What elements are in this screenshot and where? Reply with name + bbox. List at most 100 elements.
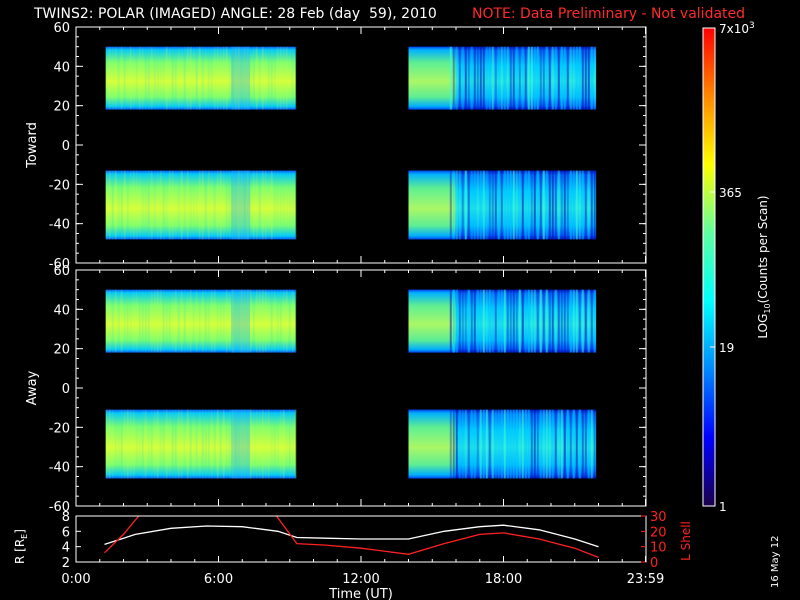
heatmap-stripe — [216, 46, 219, 110]
heatmap-stripe — [165, 289, 168, 353]
heatmap-stripe — [141, 46, 144, 110]
heatmap-stripe — [551, 170, 554, 240]
heatmap-stripe — [219, 289, 222, 353]
heatmap-stripe — [530, 46, 533, 110]
heatmap-stripe — [108, 289, 111, 353]
heatmap-stripe — [527, 289, 530, 353]
heatmap-stripe — [500, 409, 503, 479]
colorbar-top-exponent: 3 — [749, 21, 755, 31]
heatmap-stripe — [503, 46, 506, 110]
heatmap-stripe — [560, 409, 563, 479]
heatmap-stripe — [258, 409, 261, 479]
heatmap-stripe — [240, 170, 243, 240]
heatmap-band — [105, 409, 296, 479]
heatmap-stripe — [575, 289, 578, 353]
orbit-left-label-sub: E — [20, 534, 29, 539]
heatmap-stripe — [237, 170, 240, 240]
heatmap-stripe — [126, 289, 129, 353]
heatmap-stripe — [587, 46, 590, 110]
heatmap-stripe — [563, 170, 566, 240]
heatmap-stripe — [252, 409, 255, 479]
y-tick-label: 0 — [62, 139, 70, 154]
heatmap-stripe — [195, 409, 198, 479]
heatmap-stripe — [150, 409, 153, 479]
heatmap-stripe — [572, 409, 575, 479]
heatmap-stripe — [590, 409, 593, 479]
heatmap-stripe — [542, 289, 545, 353]
heatmap-stripe — [171, 46, 174, 110]
heatmap-stripe — [162, 46, 165, 110]
heatmap-stripe — [126, 46, 129, 110]
heatmap-stripe — [288, 289, 291, 353]
heatmap-stripe — [572, 46, 575, 110]
heatmap-stripe — [231, 289, 234, 353]
heatmap-stripe — [180, 170, 183, 240]
orbit-left-label-end: ] — [13, 529, 27, 534]
heatmap-stripe — [458, 46, 461, 110]
y-tick-label: 60 — [53, 264, 70, 279]
lshell-series-line — [104, 516, 599, 559]
heatmap-stripe — [177, 170, 180, 240]
heatmap-stripe — [153, 409, 156, 479]
heatmap-stripe — [126, 170, 129, 240]
heatmap-stripe — [533, 46, 536, 110]
heatmap-stripe — [488, 409, 491, 479]
heatmap-stripe — [108, 46, 111, 110]
heatmap-stripe — [515, 289, 518, 353]
heatmap-stripe — [509, 409, 512, 479]
heatmap-stripe — [497, 170, 500, 240]
x-tick-label: 0:00 — [61, 572, 90, 587]
heatmap-stripe — [249, 46, 252, 110]
heatmap-stripe — [114, 46, 117, 110]
heatmap-stripe — [518, 46, 521, 110]
heatmap-stripe — [449, 289, 452, 353]
heatmap-stripe — [473, 409, 476, 479]
heatmap-stripe — [557, 289, 560, 353]
heatmap-band-warm-part — [408, 170, 456, 240]
heatmap-stripe — [449, 170, 452, 240]
heatmap-stripe — [210, 289, 213, 353]
preliminary-note: NOTE: Data Preliminary - Not validated — [472, 6, 746, 22]
heatmap-stripe — [180, 46, 183, 110]
heatmap-stripe — [273, 409, 276, 479]
heatmap-stripe — [458, 409, 461, 479]
heatmap-stripe — [497, 46, 500, 110]
heatmap-stripe — [123, 409, 126, 479]
heatmap-stripe — [201, 46, 204, 110]
heatmap-stripe — [482, 289, 485, 353]
heatmap-stripe — [129, 170, 132, 240]
heatmap-stripe — [479, 46, 482, 110]
heatmap-stripe — [285, 289, 288, 353]
heatmap-stripe — [539, 409, 542, 479]
heatmap-stripe — [590, 289, 593, 353]
heatmap-stripe — [111, 46, 114, 110]
heatmap-stripe — [512, 46, 515, 110]
heatmap-stripe — [497, 409, 500, 479]
heatmap-stripe — [512, 289, 515, 353]
heatmap-stripe — [153, 46, 156, 110]
heatmap-stripe — [273, 170, 276, 240]
heatmap-stripe — [225, 170, 228, 240]
heatmap-stripe — [581, 289, 584, 353]
heatmap-stripe — [195, 46, 198, 110]
heatmap-stripe — [494, 170, 497, 240]
heatmap-stripe — [554, 409, 557, 479]
heatmap-stripe — [177, 289, 180, 353]
heatmap-stripe — [473, 289, 476, 353]
x-tick-label: 6:00 — [204, 572, 233, 587]
heatmap-stripe — [491, 409, 494, 479]
heatmap-stripe — [485, 409, 488, 479]
y-tick-label: 20 — [53, 100, 70, 115]
heatmap-stripe — [267, 46, 270, 110]
heatmap-band-warm-part — [408, 409, 456, 479]
heatmap-stripe — [291, 409, 294, 479]
heatmap-stripe — [288, 46, 291, 110]
heatmap-stripe — [578, 46, 581, 110]
heatmap-stripe — [255, 170, 258, 240]
heatmap-stripe — [150, 289, 153, 353]
heatmap-stripe — [575, 46, 578, 110]
heatmap-stripe — [581, 46, 584, 110]
heatmap-stripe — [258, 46, 261, 110]
heatmap-stripe — [539, 46, 542, 110]
heatmap-stripe — [273, 289, 276, 353]
